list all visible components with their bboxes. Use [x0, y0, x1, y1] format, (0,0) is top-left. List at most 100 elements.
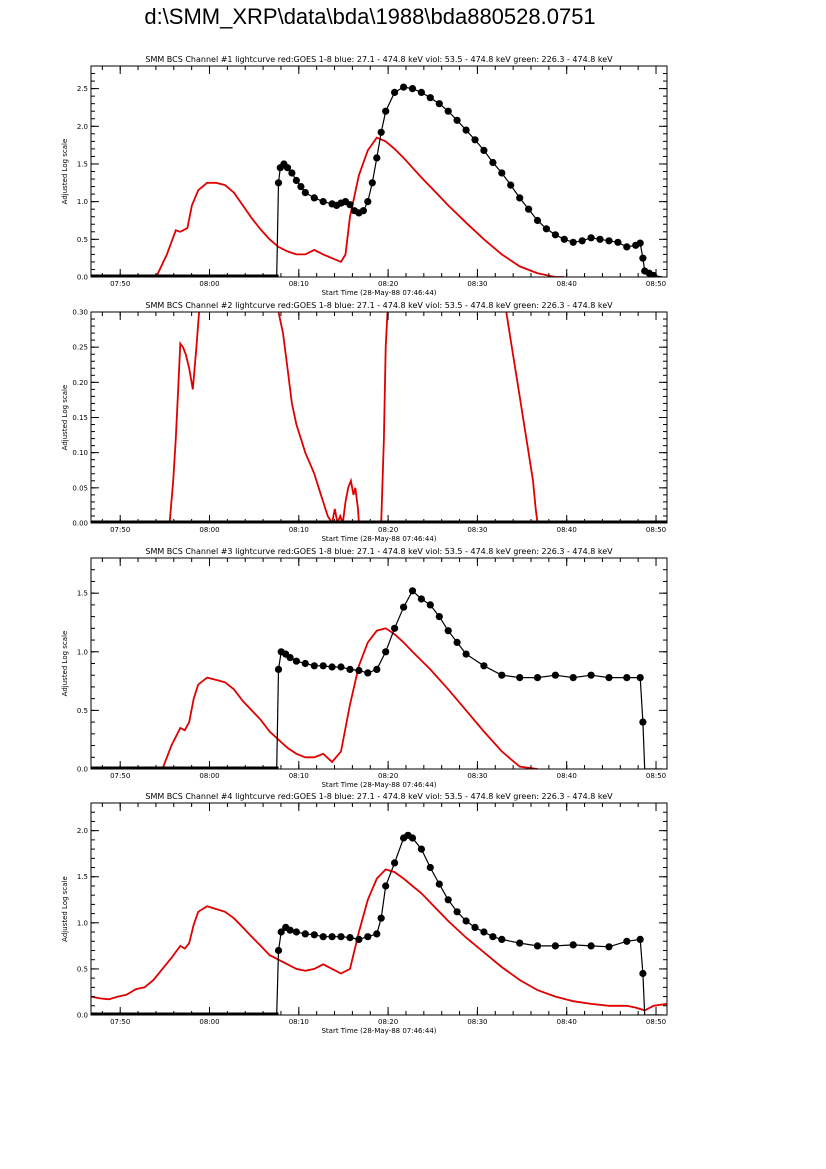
data-point	[444, 107, 452, 115]
data-point	[480, 928, 488, 936]
x-tick-label: 08:40	[557, 526, 577, 534]
y-axis-label: Adjusted Log scale	[61, 385, 69, 451]
data-point	[319, 198, 327, 206]
series-line-1	[91, 868, 667, 1012]
x-tick-label: 07:50	[110, 526, 130, 534]
y-tick-label: 0.0	[77, 766, 88, 774]
series-line-4	[505, 312, 539, 523]
data-point	[391, 88, 399, 96]
data-point	[373, 665, 381, 674]
series-line-2	[277, 312, 360, 523]
data-point	[319, 662, 327, 670]
x-tick-label: 08:50	[646, 772, 666, 780]
series-line-1	[155, 136, 565, 277]
data-point	[346, 665, 354, 674]
data-point	[364, 198, 372, 206]
x-tick-label: 08:40	[557, 280, 577, 288]
data-point	[417, 845, 425, 853]
data-point	[435, 880, 443, 888]
data-point	[551, 231, 560, 239]
data-point	[623, 674, 631, 682]
data-point	[435, 100, 443, 108]
x-axis-label: Start Time (28-May-88 07:46:44)	[321, 535, 436, 543]
x-tick-label: 07:50	[110, 280, 130, 288]
data-point	[310, 931, 318, 939]
x-tick-label: 08:00	[199, 526, 219, 534]
y-axis-label: Adjusted Log scale	[61, 631, 69, 697]
data-point	[292, 928, 300, 936]
data-point	[489, 158, 497, 167]
x-axis-label: Start Time (28-May-88 07:46:44)	[321, 781, 436, 789]
y-tick-label: 2.5	[77, 85, 88, 93]
chart-panel-4: SMM BCS Channel #4 lightcurve red:GOES 1…	[61, 792, 668, 1035]
data-point	[286, 654, 294, 662]
x-tick-label: 08:20	[378, 280, 398, 288]
chart-title: SMM BCS Channel #2 lightcurve red:GOES 1…	[145, 301, 613, 310]
data-point	[636, 935, 644, 944]
data-point	[605, 943, 613, 951]
data-point	[551, 942, 560, 950]
series-line-2	[91, 834, 663, 1015]
data-point	[533, 216, 542, 225]
y-tick-label: 0.00	[72, 520, 88, 528]
data-point	[408, 587, 417, 595]
data-point	[337, 663, 345, 671]
data-point	[605, 674, 613, 682]
chart-panel-2: SMM BCS Channel #2 lightcurve red:GOES 1…	[61, 301, 668, 543]
series-line-1	[168, 312, 200, 523]
data-point	[516, 674, 524, 682]
y-tick-label: 0.20	[72, 379, 88, 387]
y-tick-label: 0.5	[77, 965, 88, 973]
data-point	[516, 194, 524, 202]
y-tick-label: 0.05	[72, 484, 88, 492]
data-point	[328, 933, 336, 941]
data-point	[489, 933, 497, 941]
data-point	[636, 674, 644, 682]
x-tick-label: 08:20	[378, 772, 398, 780]
data-point	[444, 896, 452, 904]
x-tick-label: 08:30	[467, 526, 487, 534]
data-point	[453, 638, 461, 647]
data-point	[382, 648, 390, 656]
data-point	[277, 928, 285, 936]
y-tick-label: 1.0	[77, 648, 88, 656]
x-axis-label: Start Time (28-May-88 07:46:44)	[321, 289, 436, 297]
x-tick-label: 07:50	[110, 1018, 130, 1026]
data-point	[377, 914, 385, 922]
series-line-2	[91, 86, 663, 277]
data-point	[480, 662, 488, 670]
data-point	[359, 207, 367, 215]
data-point	[274, 665, 283, 674]
data-point	[623, 243, 631, 251]
data-point	[533, 674, 542, 682]
x-tick-label: 08:10	[289, 1018, 309, 1026]
data-point	[337, 933, 345, 941]
data-point	[283, 164, 292, 172]
y-tick-label: 1.0	[77, 919, 88, 927]
x-tick-label: 08:20	[378, 1018, 398, 1026]
data-point	[569, 941, 577, 949]
data-point	[373, 930, 381, 938]
data-point	[417, 595, 425, 603]
data-point	[400, 83, 408, 91]
x-tick-label: 08:10	[289, 772, 309, 780]
data-point	[319, 933, 327, 941]
y-tick-label: 0.30	[72, 309, 88, 317]
chart-title: SMM BCS Channel #3 lightcurve red:GOES 1…	[145, 547, 613, 556]
data-point	[587, 942, 595, 950]
data-point	[623, 937, 631, 945]
data-point	[364, 933, 372, 941]
data-point	[382, 107, 390, 115]
data-point	[292, 657, 300, 665]
data-point	[569, 238, 577, 246]
data-point	[516, 939, 524, 947]
data-point	[426, 601, 434, 609]
y-tick-label: 0.0	[77, 1012, 88, 1020]
data-point	[377, 128, 385, 136]
plot-frame	[90, 65, 668, 278]
data-point	[391, 624, 399, 632]
x-tick-label: 08:50	[646, 526, 666, 534]
x-tick-label: 08:40	[557, 1018, 577, 1026]
x-tick-label: 08:00	[199, 1018, 219, 1026]
